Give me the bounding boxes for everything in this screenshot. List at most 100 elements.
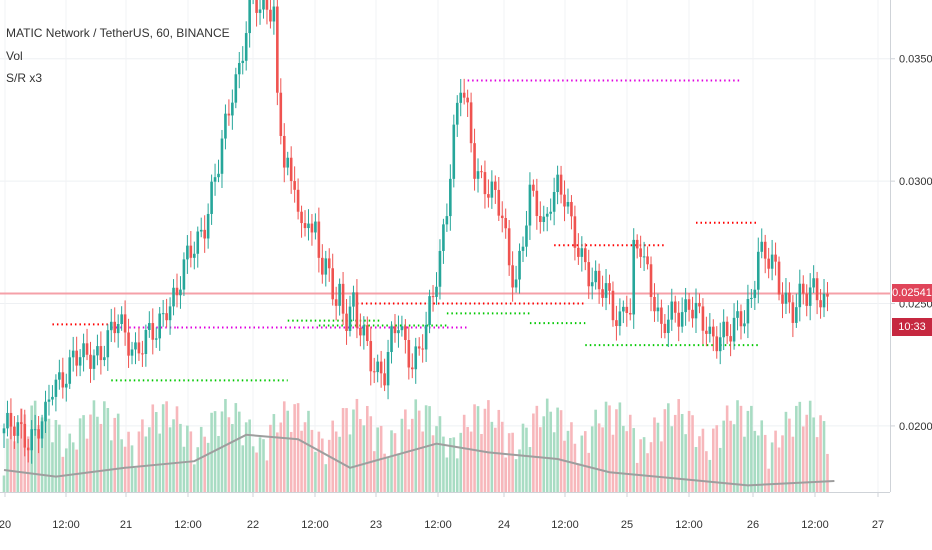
volume-bar	[746, 410, 750, 492]
candle-body	[750, 297, 753, 300]
candle-body	[712, 326, 715, 337]
volume-bar	[241, 445, 245, 492]
candle-body	[826, 293, 829, 297]
candle-body	[64, 383, 68, 388]
volume-bar	[680, 414, 684, 492]
candle-body	[528, 184, 532, 226]
volume-bar	[258, 437, 262, 492]
volume-bar	[369, 416, 373, 492]
candle-body	[334, 299, 338, 306]
candle-body	[570, 201, 573, 217]
candle-body	[317, 221, 321, 258]
candle-body	[314, 221, 317, 233]
candle-body	[269, 9, 272, 22]
candle-body	[691, 309, 694, 319]
candle-body	[78, 357, 82, 366]
candle-body	[490, 181, 494, 198]
volume-bar	[199, 426, 203, 492]
time-axis[interactable]: 20 12:00 21 12:00 22 12:00 23 12:00 24 12:00 25 12:…	[0, 492, 884, 531]
candle-body	[248, 0, 251, 34]
volume-bar	[314, 451, 317, 492]
candle-body	[327, 258, 331, 269]
volume-bar	[732, 424, 736, 492]
symbol-title[interactable]: MATIC Network / TetherUS, 60, BINANCE	[6, 26, 230, 40]
volume-bar	[663, 409, 667, 492]
volume-bar	[54, 420, 58, 492]
candle-body	[89, 354, 92, 369]
candle-body	[587, 262, 591, 287]
candle-body	[525, 225, 528, 247]
candle-body	[805, 293, 809, 306]
volume-bar	[511, 432, 514, 492]
candle-body	[622, 306, 625, 312]
volume-bar	[535, 405, 539, 492]
volume-bar	[753, 430, 757, 492]
bar-countdown-badge: 10:33	[892, 318, 932, 337]
candle-body	[179, 289, 182, 296]
candle-body	[583, 248, 587, 263]
volume-bar	[798, 401, 802, 492]
candle-body	[466, 97, 469, 103]
candle-body	[542, 216, 546, 222]
candle-body	[777, 261, 781, 295]
candle-body	[348, 306, 352, 331]
candle-body	[462, 92, 466, 98]
volume-bar	[130, 445, 134, 492]
candle-body	[321, 257, 324, 275]
volume-bar	[455, 458, 459, 492]
candle-body	[449, 178, 452, 217]
volume-bar	[653, 417, 656, 492]
candle-body	[165, 313, 168, 321]
candle-body	[518, 250, 521, 280]
volume-bar	[334, 431, 338, 492]
candle-body	[442, 224, 445, 251]
volume-bar	[234, 403, 238, 492]
volume-bar	[563, 440, 566, 492]
volume-bar	[293, 404, 296, 492]
candle-body	[44, 401, 47, 422]
candle-body	[556, 174, 559, 193]
volume-bar	[736, 400, 739, 492]
candle-body	[459, 92, 463, 103]
candle-body	[417, 346, 421, 349]
candle-body	[687, 299, 691, 310]
volume-bar	[452, 437, 456, 492]
candle-body	[196, 231, 200, 254]
volume-bar	[525, 427, 528, 492]
volume-bar	[677, 399, 680, 492]
time-tick-label: 12:00	[52, 519, 80, 531]
volume-bar	[255, 452, 258, 492]
candle-body	[231, 102, 234, 116]
volume-bar	[646, 453, 649, 492]
volume-bar	[144, 436, 148, 492]
candle-body	[352, 292, 355, 307]
volume-bar	[570, 422, 573, 492]
volume-bar	[165, 401, 168, 492]
volume-bar	[490, 421, 494, 492]
volume-bar	[78, 418, 82, 492]
volume-bar	[393, 433, 397, 492]
volume-bar	[262, 439, 265, 492]
candle-body	[148, 323, 151, 330]
volume-bar	[500, 421, 504, 492]
candle-body	[539, 216, 542, 222]
volume-bar	[545, 398, 549, 492]
volume-bar	[296, 403, 300, 492]
candle-body	[130, 349, 134, 356]
volume-bar	[597, 423, 601, 492]
time-tick-label: 12:00	[801, 519, 829, 531]
volume-bar	[701, 428, 705, 492]
volume-bar	[186, 425, 189, 492]
price-axis[interactable]: 0.035000.030000.025000.02000	[890, 54, 932, 433]
candle-body	[276, 6, 279, 93]
candle-body	[770, 254, 774, 269]
candle-body	[300, 211, 303, 224]
indicator-sr-label[interactable]: S/R x3	[6, 71, 43, 85]
volume-bar	[203, 436, 206, 492]
volume-bar	[141, 419, 144, 492]
indicator-vol-label[interactable]: Vol	[6, 48, 23, 63]
candle-body	[815, 278, 819, 301]
volume-bar	[521, 423, 525, 492]
